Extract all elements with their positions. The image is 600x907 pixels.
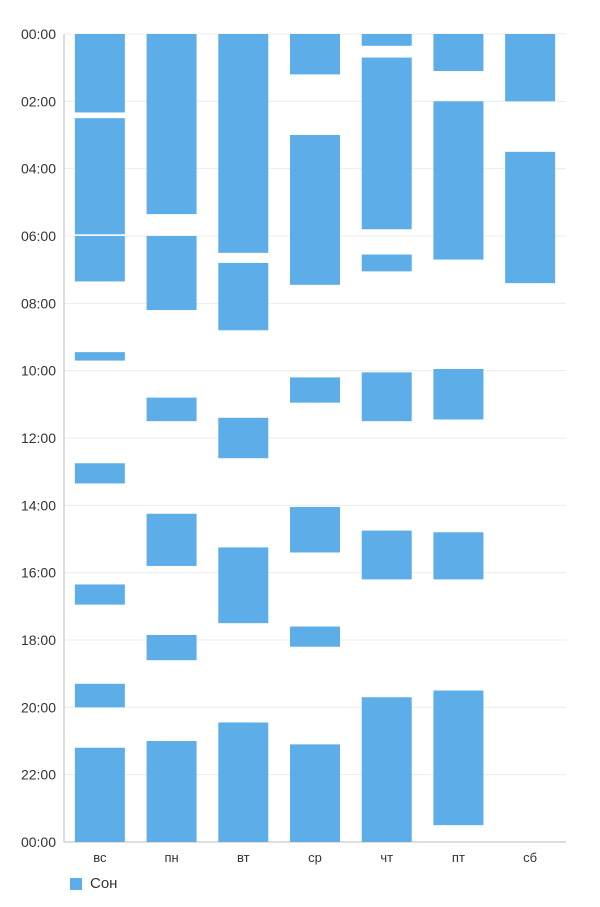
sleep-bar — [146, 34, 197, 215]
sleep-bar — [361, 530, 412, 580]
sleep-bar — [290, 34, 340, 75]
sleep-bar — [361, 254, 412, 272]
y-tick-label: 10:00 — [21, 363, 56, 379]
x-tick-label: ср — [308, 850, 322, 865]
sleep-bar — [361, 57, 412, 230]
y-tick-label: 06:00 — [21, 228, 56, 244]
sleep-bar — [433, 101, 484, 260]
sleep-bar — [218, 722, 269, 842]
y-tick-label: 14:00 — [21, 497, 56, 513]
sleep-bar — [146, 397, 197, 422]
sleep-bar — [74, 584, 125, 605]
sleep-bar — [361, 372, 412, 422]
legend-swatch — [70, 877, 82, 890]
sleep-bar — [218, 417, 269, 459]
sleep-bar — [505, 151, 556, 284]
x-tick-label: вс — [93, 850, 107, 865]
y-tick-label: 04:00 — [21, 161, 56, 177]
x-tick-label: пт — [452, 850, 465, 865]
sleep-bar — [290, 744, 340, 842]
sleep-bar — [290, 377, 340, 403]
sleep-bar — [74, 352, 125, 361]
sleep-bar — [433, 532, 484, 580]
x-tick-label: сб — [523, 850, 537, 865]
y-tick-label: 20:00 — [21, 699, 56, 715]
sleep-bar — [146, 741, 197, 842]
sleep-bar — [433, 690, 484, 826]
sleep-bar — [146, 634, 197, 661]
y-tick-label: 12:00 — [21, 430, 56, 446]
x-tick-label: пн — [164, 850, 178, 865]
sleep-bar — [74, 747, 125, 842]
sleep-bar — [290, 626, 340, 647]
sleep-bar — [146, 236, 197, 311]
y-tick-label: 18:00 — [21, 632, 56, 648]
sleep-bar — [218, 547, 269, 624]
sleep-bar — [146, 513, 197, 566]
y-tick-label: 16:00 — [21, 565, 56, 581]
sleep-bar — [74, 34, 125, 113]
sleep-bar — [74, 118, 125, 235]
sleep-bar — [74, 683, 125, 708]
sleep-bar — [218, 262, 269, 331]
sleep-bar — [433, 368, 484, 420]
y-tick-label: 08:00 — [21, 295, 56, 311]
sleep-chart: 00:00 02:00 04:00 06:00 08:00 10:00 12:00 14:00… — [21, 26, 566, 865]
x-tick-label: вт — [237, 850, 250, 865]
sleep-bar — [74, 236, 125, 282]
legend-label: Сон — [90, 875, 118, 892]
sleep-bar — [290, 507, 340, 553]
y-tick-label: 02:00 — [21, 93, 56, 109]
sleep-bar — [361, 697, 412, 842]
sleep-bar — [433, 34, 484, 72]
sleep-bar — [361, 34, 412, 46]
y-tick-label: 00:00 — [21, 26, 56, 42]
sleep-bar — [218, 34, 269, 253]
x-tick-label: чт — [380, 850, 393, 865]
legend: Сон — [70, 875, 117, 892]
sleep-bar — [290, 135, 340, 285]
y-tick-label: 22:00 — [21, 767, 56, 783]
y-tick-label: 00:00 — [21, 834, 56, 850]
sleep-bar — [505, 34, 556, 102]
sleep-bar — [74, 463, 125, 484]
